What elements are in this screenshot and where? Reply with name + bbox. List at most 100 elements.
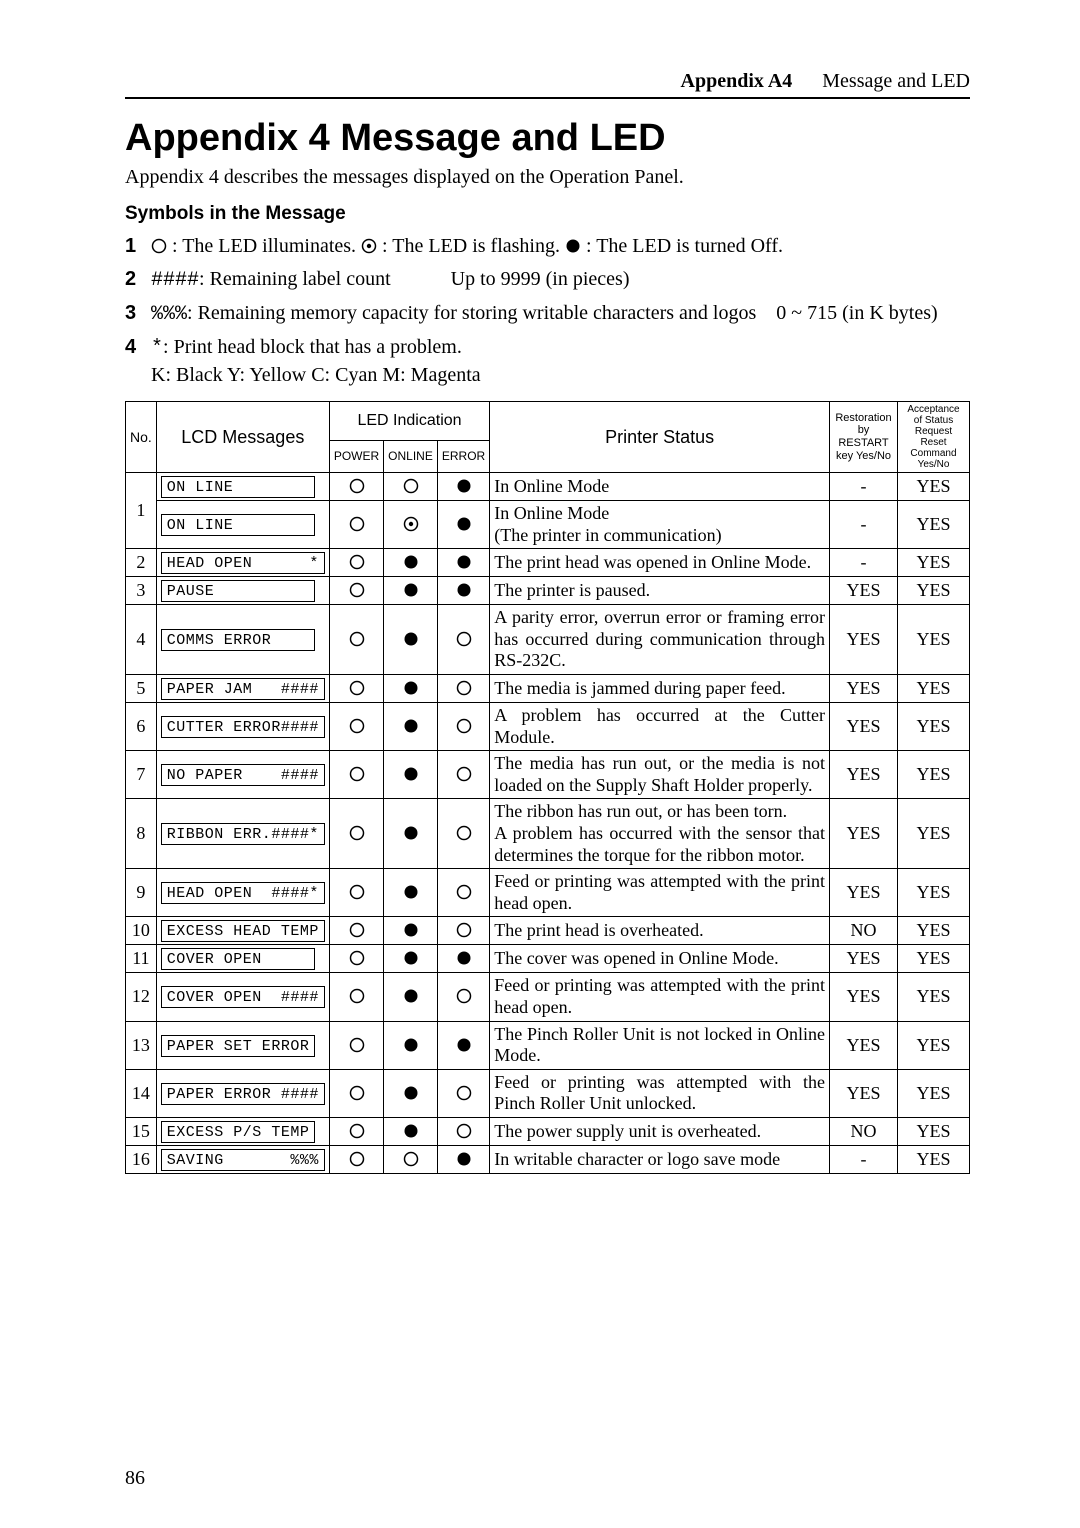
cell-led-error — [437, 577, 489, 605]
cell-no: 15 — [126, 1117, 157, 1145]
cell-led-power — [329, 605, 383, 675]
symbol-body: : The LED illuminates. : The LED is flas… — [151, 233, 970, 260]
cell-led-error — [437, 473, 489, 501]
table-row: 11COVER OPEN The cover was opened in Onli… — [126, 945, 970, 973]
table-row: 6CUTTER ERROR####A problem has occurred … — [126, 702, 970, 750]
cell-no: 16 — [126, 1145, 157, 1173]
cell-status: The cover was opened in Online Mode. — [490, 945, 830, 973]
cell-lcd: COVER OPEN — [156, 945, 329, 973]
cell-led-power — [329, 1145, 383, 1173]
table-row: 12COVER OPEN ####Feed or printing was at… — [126, 973, 970, 1021]
cell-restoration: YES — [830, 1021, 898, 1069]
table-row: 9HEAD OPEN ####*Feed or printing was att… — [126, 869, 970, 917]
cell-lcd: NO PAPER #### — [156, 751, 329, 799]
lcd-message-box: ON LINE — [161, 476, 315, 498]
cell-no: 11 — [126, 945, 157, 973]
cell-led-error — [437, 751, 489, 799]
led-flash-icon — [361, 238, 377, 254]
cell-led-error — [437, 869, 489, 917]
symbols-heading: Symbols in the Message — [125, 203, 970, 225]
cell-acceptance: YES — [898, 549, 970, 577]
cell-lcd: HEAD OPEN ####* — [156, 869, 329, 917]
symbol-body: %%%: Remaining memory capacity for stori… — [151, 300, 970, 328]
th-lcd: LCD Messages — [156, 402, 329, 473]
lcd-message-box: HEAD OPEN * — [161, 552, 325, 574]
cell-led-power — [329, 751, 383, 799]
cell-lcd: PAPER ERROR #### — [156, 1069, 329, 1117]
cell-led-error — [437, 501, 489, 549]
symbol-num: 1 — [125, 233, 151, 260]
cell-no: 9 — [126, 869, 157, 917]
cell-led-online — [384, 473, 438, 501]
lcd-message-box: NO PAPER #### — [161, 764, 325, 786]
table-row: 4COMMS ERRORA parity error, overrun erro… — [126, 605, 970, 675]
lcd-message-box: ON LINE — [161, 514, 315, 536]
th-online: ONLINE — [384, 440, 438, 472]
cell-acceptance: YES — [898, 702, 970, 750]
cell-restoration: YES — [830, 751, 898, 799]
cell-acceptance: YES — [898, 1145, 970, 1173]
cell-led-power — [329, 702, 383, 750]
cell-restoration: - — [830, 549, 898, 577]
lcd-message-box: COVER OPEN — [161, 948, 315, 970]
table-row: 15EXCESS P/S TEMPThe power supply unit i… — [126, 1117, 970, 1145]
cell-acceptance: YES — [898, 1117, 970, 1145]
cell-led-error — [437, 605, 489, 675]
page-header: Appendix A4 Message and LED — [125, 70, 970, 93]
table-row: 16SAVING %%%In writable character or log… — [126, 1145, 970, 1173]
cell-status: The media has run out, or the media is n… — [490, 751, 830, 799]
lcd-message-box: EXCESS P/S TEMP — [161, 1121, 316, 1143]
cell-led-error — [437, 917, 489, 945]
cell-lcd: ON LINE — [156, 501, 329, 549]
cell-acceptance: YES — [898, 473, 970, 501]
cell-acceptance: YES — [898, 1021, 970, 1069]
cell-restoration: YES — [830, 674, 898, 702]
th-error: ERROR — [437, 440, 489, 472]
symbol-body: ####: Remaining label countUp to 9999 (i… — [151, 266, 970, 294]
th-acceptance: Acceptance of Status Request Reset Comma… — [898, 402, 970, 473]
cell-lcd: HEAD OPEN * — [156, 549, 329, 577]
symbol-row-3: 3 %%%: Remaining memory capacity for sto… — [125, 300, 970, 328]
cell-led-online — [384, 751, 438, 799]
table-row: 3PAUSEThe printer is paused.YESYES — [126, 577, 970, 605]
table-row: 10EXCESS HEAD TEMPThe print head is over… — [126, 917, 970, 945]
th-power: POWER — [329, 440, 383, 472]
cell-led-error — [437, 973, 489, 1021]
cell-restoration: YES — [830, 945, 898, 973]
cell-led-online — [384, 917, 438, 945]
lcd-message-box: EXCESS HEAD TEMP — [161, 920, 325, 942]
cell-led-error — [437, 799, 489, 869]
table-row: ON LINE In Online Mode(The printer in com… — [126, 501, 970, 549]
cell-led-power — [329, 1069, 383, 1117]
lcd-message-box: COMMS ERROR — [161, 629, 315, 651]
lcd-message-box: CUTTER ERROR#### — [161, 716, 325, 738]
cell-led-power — [329, 799, 383, 869]
cell-no: 8 — [126, 799, 157, 869]
cell-status: The Pinch Roller Unit is not locked in O… — [490, 1021, 830, 1069]
cell-led-error — [437, 549, 489, 577]
cell-led-power — [329, 1117, 383, 1145]
cell-led-online — [384, 945, 438, 973]
cell-no: 6 — [126, 702, 157, 750]
cell-acceptance: YES — [898, 605, 970, 675]
cell-no: 10 — [126, 917, 157, 945]
cell-led-power — [329, 674, 383, 702]
cell-led-error — [437, 1069, 489, 1117]
cell-status: A parity error, overrun error or framing… — [490, 605, 830, 675]
cell-led-power — [329, 973, 383, 1021]
lcd-message-box: SAVING %%% — [161, 1149, 325, 1171]
cell-led-online — [384, 501, 438, 549]
cell-no: 13 — [126, 1021, 157, 1069]
cell-status: In Online Mode(The printer in communicat… — [490, 501, 830, 549]
cell-status: Feed or printing was attempted with the … — [490, 973, 830, 1021]
header-title: Message and LED — [822, 70, 970, 93]
table-row: 13PAPER SET ERRORThe Pinch Roller Unit i… — [126, 1021, 970, 1069]
table-body: 1ON LINEIn Online Mode-YESON LINEIn Onli… — [126, 473, 970, 1174]
lcd-message-box: PAUSE — [161, 580, 315, 602]
symbol-row-2: 2 ####: Remaining label countUp to 9999 … — [125, 266, 970, 294]
cell-acceptance: YES — [898, 945, 970, 973]
cell-status: In Online Mode — [490, 473, 830, 501]
cell-led-online — [384, 549, 438, 577]
cell-led-power — [329, 549, 383, 577]
cell-led-error — [437, 1145, 489, 1173]
